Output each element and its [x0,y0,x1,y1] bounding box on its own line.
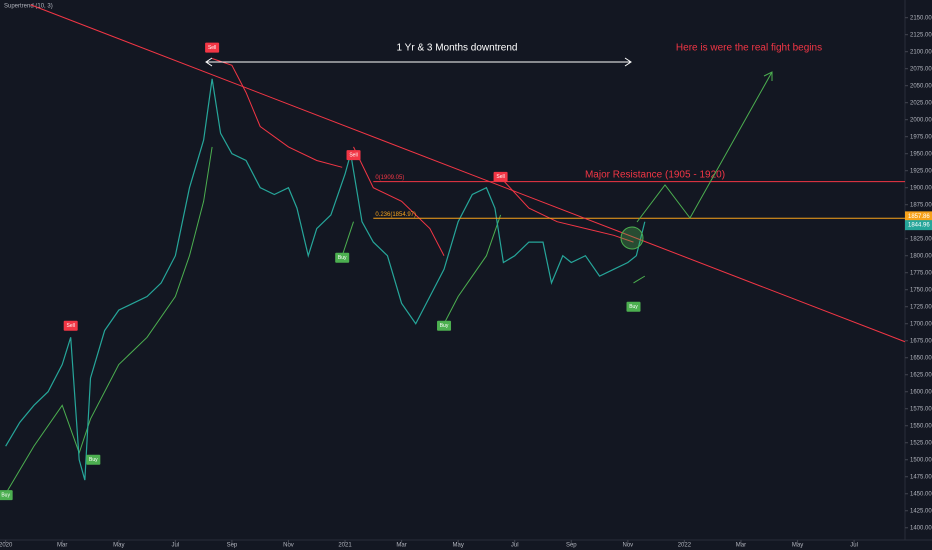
price-tag-label: 1857.86 [908,214,930,220]
price-line [5,78,646,481]
signal-box [0,490,13,501]
indicator-title: Supertrend (10, 3) [4,4,53,10]
y-tick-label: 1900.00 [910,185,932,191]
signal-label: Sell [67,323,75,329]
y-tick-label: 1950.00 [910,151,932,157]
y-tick-label: 1650.00 [910,355,932,361]
y-tick-label: 1750.00 [910,287,932,293]
x-tick-label: Jul [850,543,858,549]
supertrend-line [341,221,354,256]
x-tick-label: May [452,543,463,549]
y-tick-label: 1825.00 [910,236,932,242]
supertrend-line [5,146,213,495]
supertrend-line [443,214,502,324]
y-tick-label: 2125.00 [910,32,932,38]
y-tick-label: 1550.00 [910,423,932,429]
y-tick-label: 2075.00 [910,66,932,72]
x-tick-label: 2022 [678,543,692,549]
y-tick-label: 1800.00 [910,253,932,259]
y-tick-label: 2050.00 [910,83,932,89]
signal-label: Buy [1,492,10,498]
x-tick-label: Sep [566,543,577,549]
x-tick-label: Mar [57,543,67,549]
y-tick-label: 1775.00 [910,270,932,276]
signal-label: Sell [496,174,504,180]
signal-box [205,42,220,53]
signal-box [493,171,508,182]
price-tag [905,220,932,231]
level-label: 0.236(1854.97) [375,212,416,218]
y-tick-label: 1475.00 [910,474,932,480]
x-tick-label: Mar [736,543,746,549]
x-tick-label: Nov [283,543,294,549]
supertrend-line [633,275,646,284]
x-tick-label: 2020 [0,543,13,549]
signal-box [346,150,361,161]
projection-arrow [636,71,773,223]
y-tick-label: 1575.00 [910,406,932,412]
trendline [30,4,906,343]
x-tick-label: May [113,543,124,549]
y-tick-label: 1700.00 [910,321,932,327]
y-tick-label: 2150.00 [910,15,932,21]
y-tick-label: 1525.00 [910,440,932,446]
y-tick-label: 1450.00 [910,491,932,497]
downtrend-text: 1 Yr & 3 Months downtrend [397,43,518,54]
x-tick-label: 2021 [338,543,352,549]
x-tick-label: Sep [227,543,238,549]
price-tag-label: 1844.96 [908,223,930,229]
y-tick-label: 1675.00 [910,338,932,344]
y-tick-label: 1400.00 [910,525,932,531]
signal-box [86,454,101,465]
highlight-circle [620,226,644,250]
y-tick-label: 1725.00 [910,304,932,310]
y-tick-label: 1625.00 [910,372,932,378]
y-tick-label: 1875.00 [910,202,932,208]
y-tick-label: 2025.00 [910,100,932,106]
signal-label: Buy [629,304,638,310]
signal-label: Buy [440,323,449,329]
signal-box [63,320,78,331]
y-tick-label: 1425.00 [910,508,932,514]
signal-label: Buy [89,457,98,463]
signal-box [335,252,350,263]
level-label: 0(1909.05) [375,175,404,181]
signal-label: Sell [208,45,216,51]
fight-text: Here is were the real fight begins [676,43,822,54]
arrow-heads [205,57,632,67]
x-tick-label: May [792,543,803,549]
signal-label: Buy [338,255,347,261]
supertrend-line [353,146,445,256]
y-tick-label: 2000.00 [910,117,932,123]
x-tick-label: Jul [511,543,519,549]
x-tick-label: Jul [172,543,180,549]
supertrend-line [211,58,343,168]
signal-label: Sell [349,152,357,158]
y-tick-label: 2100.00 [910,49,932,55]
y-tick-label: 1925.00 [910,168,932,174]
x-tick-label: Mar [396,543,406,549]
signal-box [437,320,452,331]
resistance-text: Major Resistance (1905 - 1920) [585,170,725,181]
y-tick-label: 1500.00 [910,457,932,463]
signal-box [626,301,641,312]
y-tick-label: 1600.00 [910,389,932,395]
x-tick-label: Nov [623,543,634,549]
price-tag [905,211,932,222]
y-tick-label: 1975.00 [910,134,932,140]
supertrend-line [500,177,634,243]
